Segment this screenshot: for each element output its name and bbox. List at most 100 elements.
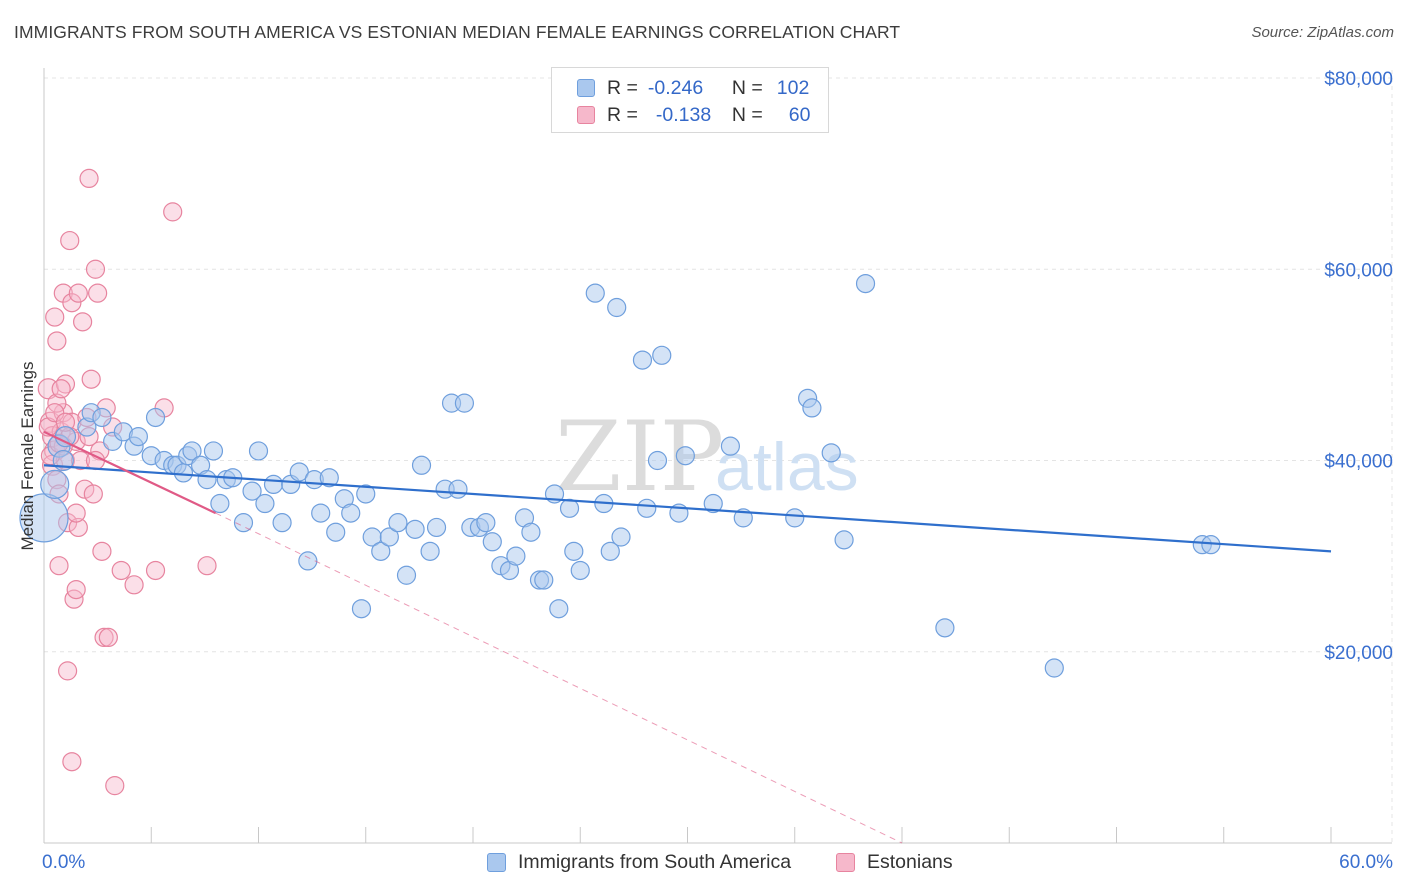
axes: [43, 68, 1392, 844]
estonians-point: [47, 393, 67, 413]
legend-blue-r-label: R =: [607, 76, 638, 99]
south-america-point: [145, 407, 166, 428]
correlation-legend: R = -0.246 N = 102 R = -0.138 N = 60: [551, 67, 829, 133]
south-america-point: [855, 273, 876, 294]
estonians-trend-line: [43, 430, 217, 515]
south-america-point: [197, 470, 217, 490]
bottom-legend-swatch-pink: [836, 853, 855, 872]
estonians-point: [47, 331, 67, 351]
estonians-point: [83, 484, 103, 504]
legend-swatch-pink: [577, 106, 595, 124]
south-america-point: [549, 599, 569, 619]
watermark-atlas: atlas: [715, 429, 859, 505]
legend-pink-n-label: N =: [731, 103, 763, 126]
legend-pink-r-value: -0.138: [655, 103, 712, 126]
y-tick-label-80000: $80,000: [1324, 69, 1393, 90]
south-america-point: [611, 527, 631, 547]
tick-labels: $20,000 $40,000 $60,000 $80,000 0.0% 60.0%: [42, 69, 1393, 873]
south-america-point: [341, 503, 361, 523]
estonians-point: [68, 283, 88, 303]
south-america-point: [821, 443, 841, 463]
south-america-point: [785, 508, 805, 528]
south-america-point: [388, 513, 408, 533]
estonians-point: [73, 312, 93, 332]
legend-row-pink: R = -0.138 N = 60: [552, 101, 810, 129]
south-america-point: [675, 446, 695, 466]
south-america-point: [128, 426, 148, 447]
estonians-point: [57, 661, 78, 681]
estonians-point: [88, 283, 108, 303]
south-america-point: [426, 517, 447, 538]
south-america-point: [40, 469, 70, 500]
watermark-zip: ZIP: [555, 401, 724, 513]
y-tick-label-40000: $40,000: [1324, 452, 1393, 473]
estonians-point: [60, 230, 80, 251]
south-america-point: [326, 522, 346, 542]
estonians-trend-extension: [215, 512, 903, 844]
south-america-point: [482, 532, 502, 552]
south-america-point: [585, 283, 605, 303]
south-america-point: [233, 513, 254, 533]
estonians-point: [98, 627, 118, 648]
estonians-point: [163, 202, 183, 222]
legend-pink-r-label: R =: [607, 103, 638, 126]
estonians-point: [79, 168, 99, 189]
south-america-point: [379, 527, 399, 547]
south-america-point: [396, 565, 417, 585]
south-america-point: [255, 493, 275, 514]
estonians-point: [62, 293, 82, 313]
south-america-point: [637, 498, 657, 518]
south-america-point: [242, 481, 262, 501]
bottom-legend-label-blue: Immigrants from South America: [518, 851, 792, 873]
y-tick-label-20000: $20,000: [1324, 643, 1393, 664]
south-america-point: [935, 618, 955, 638]
chart-title: IMMIGRANTS FROM SOUTH AMERICA VS ESTONIA…: [14, 22, 901, 42]
south-america-point: [559, 498, 580, 518]
estonians-point: [45, 307, 65, 327]
south-america-point: [448, 479, 468, 499]
south-america-point: [454, 393, 475, 413]
estonians-point: [62, 752, 82, 772]
south-america-point: [570, 560, 590, 581]
estonians-point: [81, 369, 101, 389]
south-america-point: [600, 541, 620, 561]
south-america-point: [802, 398, 822, 418]
estonians-point: [51, 379, 71, 399]
south-america-point: [298, 551, 318, 571]
south-america-point: [319, 468, 339, 488]
y-tick-label-60000: $60,000: [1324, 260, 1393, 281]
south-america-point: [411, 455, 432, 475]
south-america-point: [371, 541, 391, 561]
south-america-point: [521, 522, 541, 542]
bottom-legend-label-pink: Estonians: [867, 851, 953, 873]
south-america-point: [356, 484, 376, 504]
x-tick-label-min: 0.0%: [42, 852, 85, 873]
south-america-point: [652, 345, 672, 365]
south-america-point: [248, 441, 269, 461]
south-america-point: [272, 513, 292, 533]
estonians-point: [66, 503, 86, 523]
trend-lines: [43, 430, 1332, 844]
south-america-point: [173, 463, 194, 483]
south-america-point: [564, 541, 584, 561]
x-tick-label-max: 60.0%: [1339, 852, 1393, 873]
estonians-point: [85, 259, 106, 279]
south-america-point: [311, 503, 331, 523]
south-america-point: [534, 570, 554, 590]
estonians-point: [105, 776, 125, 796]
south-america-point: [632, 350, 653, 370]
south-america-point: [54, 425, 77, 448]
estonians-point: [197, 556, 217, 576]
estonians-point: [145, 560, 166, 581]
bottom-legend-pink: Estonians: [836, 851, 953, 874]
estonians-point: [94, 627, 114, 648]
legend-blue-n-value: 102: [776, 76, 810, 99]
legend-blue-n-label: N =: [731, 76, 763, 99]
estonians-point: [92, 541, 112, 561]
south-america-point: [405, 519, 425, 539]
estonians-point: [45, 403, 65, 423]
estonians-point: [49, 556, 69, 576]
south-america-point: [607, 297, 627, 318]
south-america-point: [289, 462, 309, 482]
estonians-point: [68, 517, 88, 538]
